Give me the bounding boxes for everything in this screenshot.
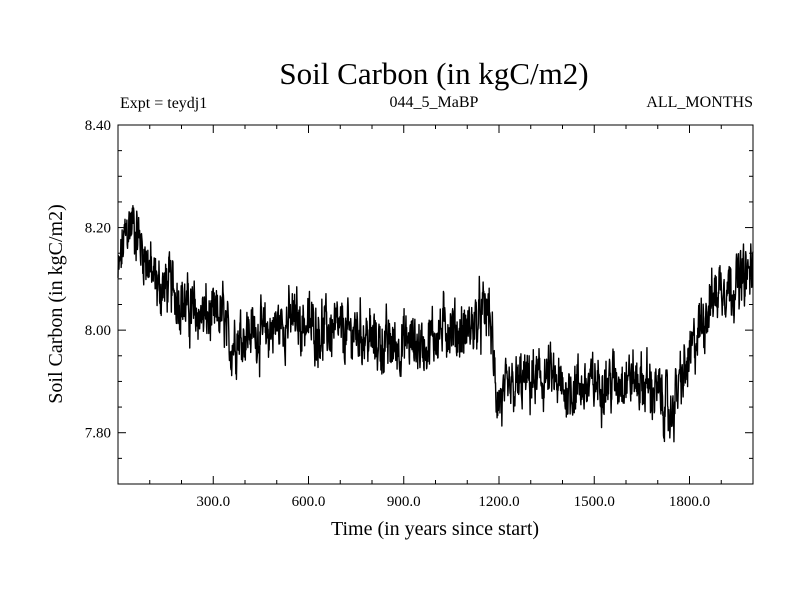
x-tick-label: 600.0 <box>292 494 326 510</box>
y-tick-label: 8.40 <box>85 118 111 134</box>
x-axis: 300.0 600.0 900.0 1200.0 1500.0 1800.0 <box>149 125 722 510</box>
subtitle-months: ALL_MONTHS <box>646 94 753 111</box>
x-tick-label: 1200.0 <box>478 494 519 510</box>
subtitle-experiment: Expt = teydj1 <box>120 95 207 112</box>
subtitle-period: 044_5_MaBP <box>390 94 479 111</box>
y-axis-label: Soil Carbon (in kgC/m2) <box>45 204 67 403</box>
x-tick-label: 1500.0 <box>574 494 615 510</box>
y-axis: 7.80 8.00 8.20 8.40 <box>85 118 753 485</box>
chart-title: Soil Carbon (in kgC/m2) <box>279 56 588 91</box>
x-tick-label: 300.0 <box>196 494 230 510</box>
y-tick-label: 8.00 <box>85 323 111 339</box>
x-axis-label: Time (in years since start) <box>331 518 539 540</box>
y-tick-label: 8.20 <box>85 221 111 237</box>
y-tick-label: 7.80 <box>85 426 111 442</box>
series-line <box>117 204 754 443</box>
x-tick-label: 900.0 <box>387 494 421 510</box>
series-layer <box>117 204 754 443</box>
x-tick-label: 1800.0 <box>669 494 710 510</box>
